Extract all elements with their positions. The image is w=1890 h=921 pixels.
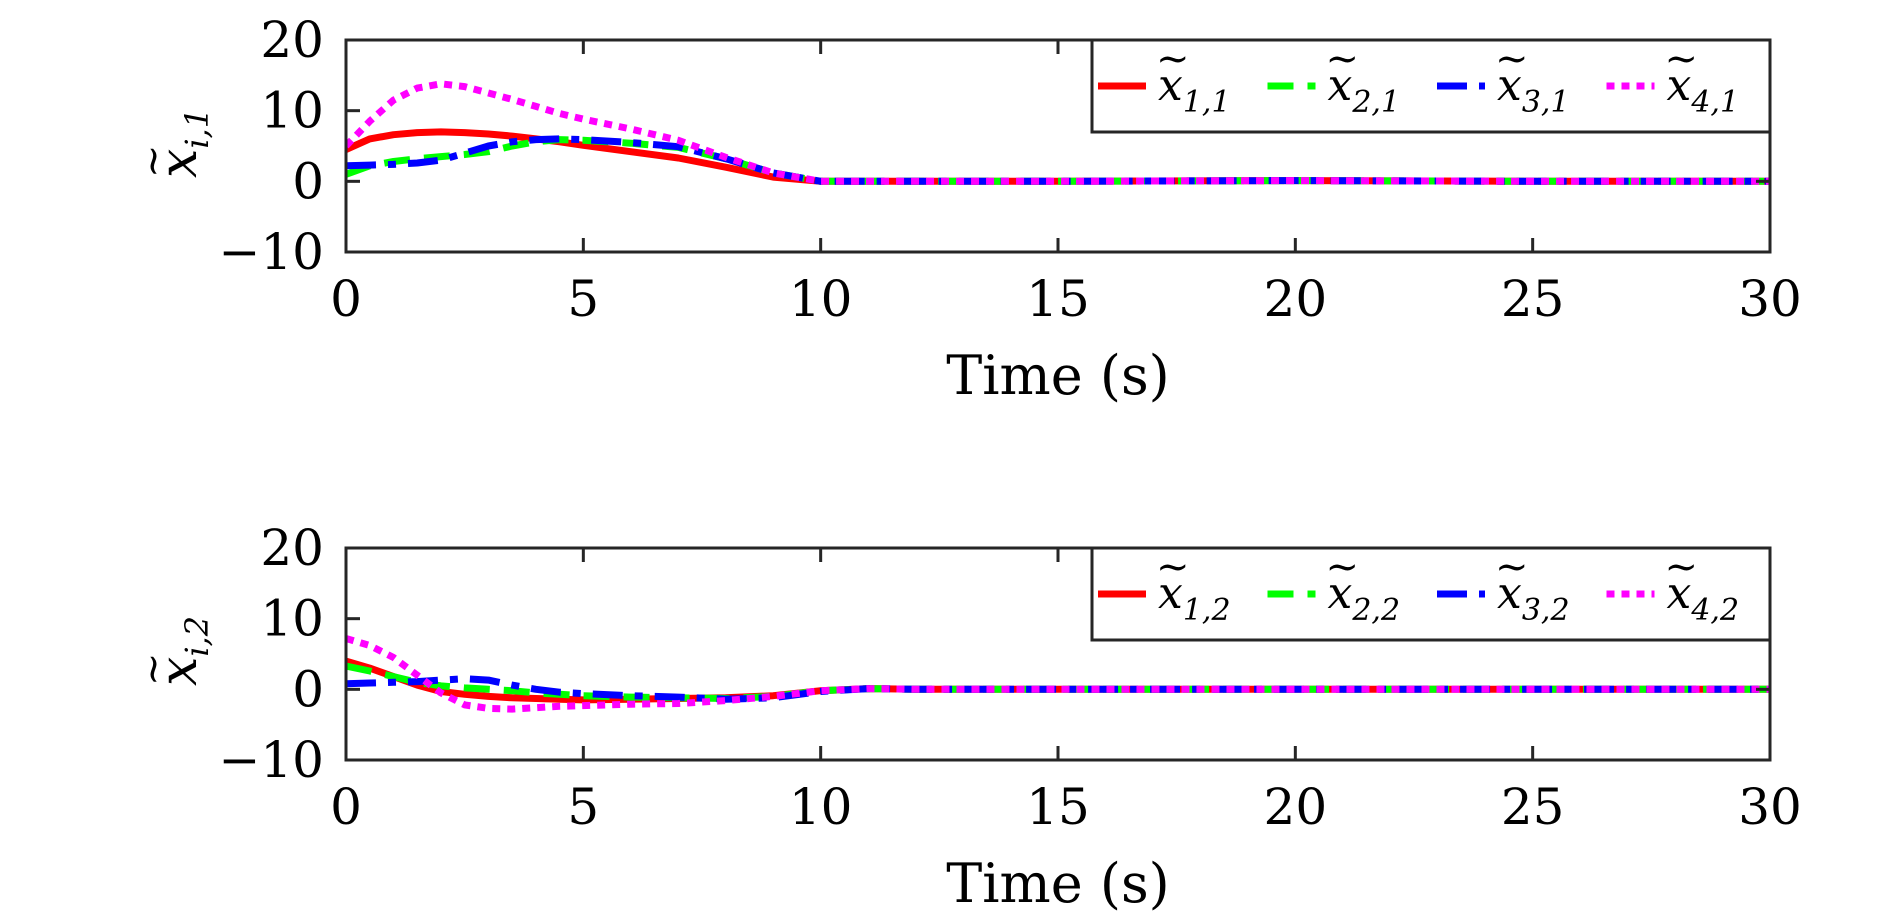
svg-text:x2,2: x2,2 — [1328, 568, 1401, 628]
x-tick-label: 20 — [1264, 778, 1328, 836]
svg-text:~: ~ — [1495, 544, 1529, 590]
svg-text:x4,1: x4,1 — [1667, 60, 1740, 120]
x-tick-label: 15 — [1026, 778, 1090, 836]
legend-entry-1: x1,2~ — [1098, 544, 1231, 628]
x-tick-label: 5 — [567, 778, 599, 836]
x-tick-label: 25 — [1501, 778, 1565, 836]
y-tick-label: 0 — [292, 660, 324, 718]
legend: x1,1~x2,1~x3,1~x4,1~ — [1090, 36, 1772, 134]
series-group — [346, 80, 1770, 185]
x-tick-label: 5 — [567, 270, 599, 328]
svg-text:~: ~ — [1495, 36, 1529, 82]
svg-text:x3,2: x3,2 — [1497, 568, 1570, 628]
svg-text:~: ~ — [1326, 36, 1360, 82]
x-axis-label: Time (s) — [946, 852, 1169, 915]
x-tick-label: 0 — [330, 778, 362, 836]
svg-text:~: ~ — [130, 144, 176, 178]
x-tick-label: 30 — [1738, 270, 1802, 328]
series-line-4 — [346, 635, 1770, 713]
y-tick-label: 0 — [292, 152, 324, 210]
y-tick-label: −10 — [218, 223, 324, 281]
legend-entry-3: x3,1~ — [1437, 36, 1570, 120]
y-tick-label: 10 — [260, 590, 324, 648]
svg-text:~: ~ — [1326, 544, 1360, 590]
y-tick-label: 20 — [260, 519, 324, 577]
svg-text:~: ~ — [1665, 544, 1699, 590]
x-tick-label: 10 — [789, 778, 853, 836]
legend-entry-4: x4,1~ — [1606, 36, 1740, 120]
series-line-2 — [346, 136, 1770, 185]
svg-text:x4,2: x4,2 — [1667, 568, 1740, 628]
svg-text:x1,1: x1,1 — [1158, 60, 1231, 120]
y-axis-label: xi,2~ — [130, 616, 216, 686]
legend-entry-3: x3,2~ — [1437, 544, 1570, 628]
svg-text:~: ~ — [1156, 36, 1190, 82]
y-tick-label: 10 — [260, 82, 324, 140]
series-line-1 — [346, 128, 1770, 185]
x-tick-label: 15 — [1026, 270, 1090, 328]
svg-text:xi,1: xi,1 — [149, 108, 216, 178]
legend-entry-2: x2,1~ — [1267, 36, 1401, 120]
svg-text:~: ~ — [130, 652, 176, 686]
legend: x1,2~x2,2~x3,2~x4,2~ — [1090, 544, 1772, 642]
x-axis-label: Time (s) — [946, 344, 1169, 407]
x-tick-label: 10 — [789, 270, 853, 328]
legend-entry-4: x4,2~ — [1606, 544, 1740, 628]
svg-text:xi,2: xi,2 — [149, 616, 216, 686]
svg-text:x1,2: x1,2 — [1158, 568, 1231, 628]
svg-text:x2,1: x2,1 — [1328, 60, 1401, 120]
x-tick-label: 20 — [1264, 270, 1328, 328]
x-tick-label: 30 — [1738, 778, 1802, 836]
svg-text:x3,1: x3,1 — [1497, 60, 1570, 120]
y-tick-label: −10 — [218, 731, 324, 789]
y-tick-label: 20 — [260, 11, 324, 69]
legend-entry-2: x2,2~ — [1267, 544, 1401, 628]
series-line-3 — [346, 135, 1770, 185]
svg-text:~: ~ — [1156, 544, 1190, 590]
svg-text:~: ~ — [1665, 36, 1699, 82]
y-axis-label: xi,1~ — [130, 108, 216, 178]
x-tick-label: 0 — [330, 270, 362, 328]
legend-entry-1: x1,1~ — [1098, 36, 1231, 120]
series-group — [346, 635, 1770, 713]
x-tick-label: 25 — [1501, 270, 1565, 328]
